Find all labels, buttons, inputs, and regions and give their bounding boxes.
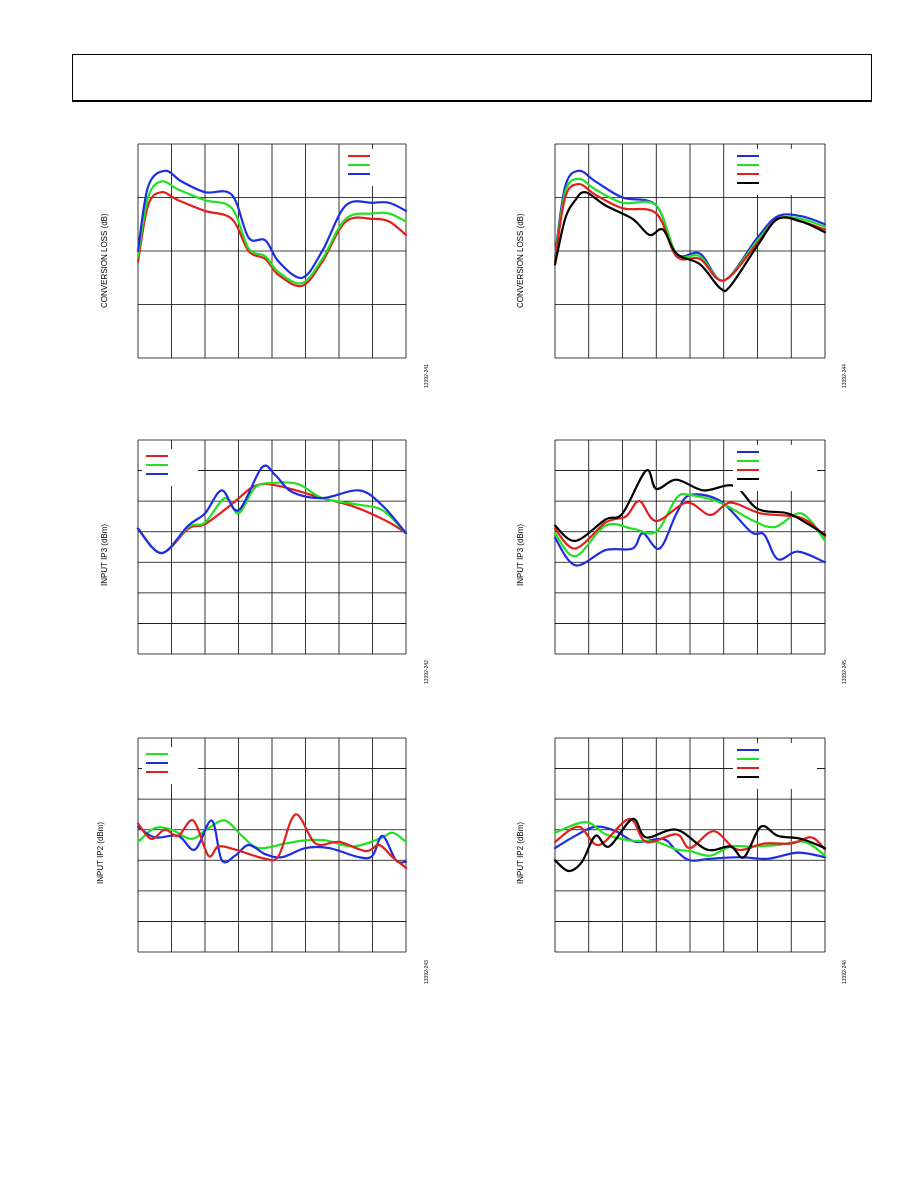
series-line-blue — [136, 169, 408, 279]
y-axis-label: INPUT IP3 (dBm) — [516, 523, 525, 586]
page-header-box — [72, 54, 872, 102]
y-axis-label: INPUT IP3 (dBm) — [100, 523, 109, 586]
chart-input-ip2-right: INPUT IP2 (dBm) 13392-246 — [510, 734, 848, 994]
y-axis-label: INPUT IP2 (dBm) — [96, 821, 105, 884]
series-line-red — [136, 191, 408, 288]
series-line-blue — [553, 493, 827, 567]
series-line-red — [553, 817, 827, 852]
series-line-blue — [136, 464, 408, 555]
figure-id: 13392-244 — [842, 364, 848, 388]
chart-input-ip3-left: INPUT IP3 (dBm) 13392-242 — [100, 436, 430, 696]
chart-input-ip2-left: INPUT IP2 (dBm) 13392-243 — [96, 734, 430, 994]
chart-conversion-loss-left: CONVERSION LOSS (dB) 13392-241 — [100, 140, 430, 400]
series-line-black — [553, 817, 827, 873]
series-line-green — [136, 819, 408, 850]
figure-id: 13392-241 — [424, 364, 430, 388]
chart-conversion-loss-right: CONVERSION LOSS (dB) 13392-244 — [510, 140, 848, 400]
series-line-blue — [136, 819, 408, 864]
figure-id: 13392-243 — [424, 960, 430, 984]
chart-conversion-loss-right-svg — [553, 143, 827, 359]
y-axis-label: INPUT IP2 (dBm) — [516, 821, 525, 884]
series-line-green — [553, 492, 827, 558]
y-axis-label: CONVERSION LOSS (dB) — [516, 213, 525, 308]
chart-conversion-loss-left-svg — [136, 143, 408, 359]
legend-box — [344, 149, 400, 186]
chart-input-ip2-left-svg — [136, 737, 408, 953]
legend-box — [142, 747, 198, 784]
chart-input-ip2-right-svg — [553, 737, 827, 953]
series-line-green — [553, 820, 827, 857]
chart-input-ip3-left-svg — [136, 439, 408, 655]
series-line-black — [553, 469, 827, 542]
series-line-green — [136, 180, 408, 285]
legend-box — [142, 449, 198, 486]
y-axis-label: CONVERSION LOSS (dB) — [100, 213, 109, 308]
figure-id: 13392-245 — [842, 660, 848, 684]
series-line-red — [553, 500, 827, 550]
series-line-red — [136, 813, 408, 869]
chart-input-ip3-right: INPUT IP3 (dBm) 13392-245 — [510, 436, 848, 696]
figure-id: 13392-242 — [424, 660, 430, 684]
figure-id: 13392-246 — [842, 960, 848, 984]
chart-input-ip3-right-svg — [553, 439, 827, 655]
series-line-black — [553, 191, 827, 293]
